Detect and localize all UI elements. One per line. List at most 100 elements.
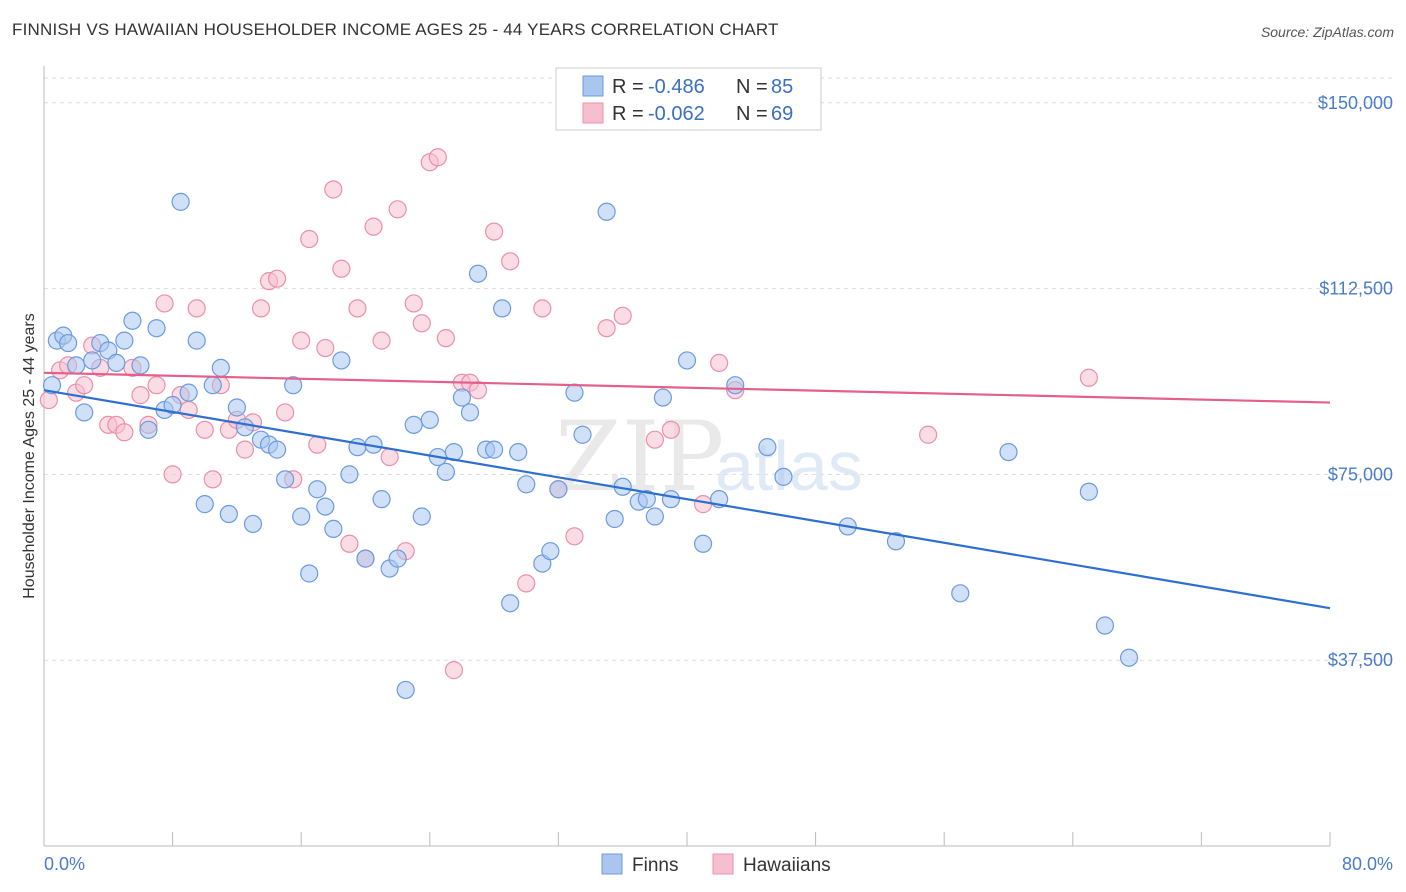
finns-point xyxy=(541,542,560,561)
hawaiians-point xyxy=(251,299,271,318)
finns-point xyxy=(147,319,166,338)
y-tick-label: $37,500 xyxy=(1328,650,1393,670)
finns-point xyxy=(316,497,335,516)
y-tick-labels: $37,500 $75,000 $112,500 $150,000 xyxy=(1318,93,1393,670)
finns-point xyxy=(605,509,624,529)
hawaiians-point xyxy=(661,420,681,439)
finns-point xyxy=(565,383,584,402)
hawaiians-point xyxy=(324,180,343,199)
legend-r-value-finns: -0.486 xyxy=(648,76,705,98)
hawaiians-point xyxy=(710,353,729,373)
x-tick-marks xyxy=(43,832,1331,846)
series-finns-points xyxy=(42,192,1139,700)
finns-point xyxy=(67,356,86,375)
hawaiians-point xyxy=(115,423,134,442)
hawaiians-point xyxy=(292,331,311,350)
legend-bottom-swatch-hawaiians xyxy=(712,853,734,875)
finns-point xyxy=(243,514,263,534)
finns-point xyxy=(436,462,455,482)
hawaiians-point xyxy=(187,299,206,318)
hawaiians-point xyxy=(388,200,407,219)
finns-point xyxy=(501,594,520,613)
hawaiians-point xyxy=(501,252,520,271)
finns-point xyxy=(163,395,182,415)
hawaiians-point xyxy=(39,390,58,410)
finns-point xyxy=(1079,482,1098,501)
finns-point xyxy=(107,353,126,373)
hawaiians-point xyxy=(147,376,166,395)
finns-point xyxy=(637,490,656,509)
finns-point xyxy=(774,467,793,486)
finns-point xyxy=(211,358,230,377)
finns-point xyxy=(951,584,970,603)
legend-n-label-finns: N = xyxy=(736,76,768,98)
finns-point xyxy=(493,299,512,318)
finns-point xyxy=(59,333,78,353)
finns-point xyxy=(452,388,472,407)
finns-point xyxy=(726,376,745,395)
finns-point xyxy=(139,420,158,439)
finns-point xyxy=(758,438,777,457)
hawaiians-point xyxy=(203,470,222,489)
y-axis-label: Householder Income Ages 25 - 44 years xyxy=(21,313,38,599)
finns-point xyxy=(693,534,713,553)
finns-point xyxy=(267,440,287,459)
hawaiians-point xyxy=(597,319,616,338)
x-tick-label-max: 80.0% xyxy=(1342,854,1393,874)
legend-n-value-hawaiians: 69 xyxy=(771,103,793,125)
hawaiians-point xyxy=(364,217,383,236)
finns-point xyxy=(573,425,592,444)
finns-point xyxy=(219,504,238,524)
hawaiians-point xyxy=(533,299,552,318)
finns-point xyxy=(517,475,536,494)
legend-top: R = -0.486 N = 85 R = -0.062 N = 69 xyxy=(555,67,822,131)
finns-point xyxy=(83,351,102,370)
hawaiians-point xyxy=(163,465,182,484)
finns-point xyxy=(1119,648,1139,667)
hawaiians-point xyxy=(155,294,174,313)
finns-point xyxy=(468,264,488,283)
legend-bottom-label-finns: Finns xyxy=(632,855,678,876)
hawaiians-point xyxy=(436,329,455,348)
finns-point xyxy=(123,311,142,330)
legend-swatch-finns xyxy=(582,75,604,97)
finns-point xyxy=(661,490,681,509)
finns-point xyxy=(115,331,134,350)
legend-bottom-swatch-finns xyxy=(601,853,623,875)
y-tick-label: $75,000 xyxy=(1328,464,1393,484)
x-tick-label-min: 0.0% xyxy=(44,854,85,874)
hawaiians-point xyxy=(1079,368,1098,387)
hawaiians-point xyxy=(380,447,399,467)
finns-point xyxy=(75,403,94,422)
finns-point xyxy=(372,490,391,509)
finns-point xyxy=(324,519,343,538)
finns-point xyxy=(203,376,222,395)
finns-point xyxy=(404,415,423,434)
finns-point xyxy=(412,507,431,526)
finns-point xyxy=(549,480,568,499)
hawaiians-point xyxy=(308,435,327,454)
finns-point xyxy=(276,470,295,489)
hawaiians-point xyxy=(919,425,938,444)
trend-line-finns xyxy=(43,389,1331,610)
finns-point xyxy=(235,418,255,437)
hawaiians-point xyxy=(428,148,447,167)
finns-point xyxy=(292,507,311,526)
legend-n-value-finns: 85 xyxy=(771,76,793,98)
finns-point xyxy=(509,442,528,462)
y-tick-label: $150,000 xyxy=(1318,93,1393,113)
finns-point xyxy=(1095,616,1115,635)
hawaiians-point xyxy=(693,495,713,514)
hawaiians-point xyxy=(75,376,94,395)
y-tick-label: $112,500 xyxy=(1319,279,1393,299)
legend-bottom: Finns Hawaiians xyxy=(601,853,831,876)
hawaiians-point xyxy=(316,338,335,358)
finns-point xyxy=(999,442,1018,462)
hawaiians-point xyxy=(332,259,351,278)
finns-point xyxy=(131,356,150,375)
hawaiians-point xyxy=(195,420,214,439)
trend-line-hawaiians xyxy=(43,371,1331,404)
legend-r-value-hawaiians: -0.062 xyxy=(648,103,705,125)
finns-point xyxy=(356,549,375,568)
hawaiians-point xyxy=(404,294,423,313)
